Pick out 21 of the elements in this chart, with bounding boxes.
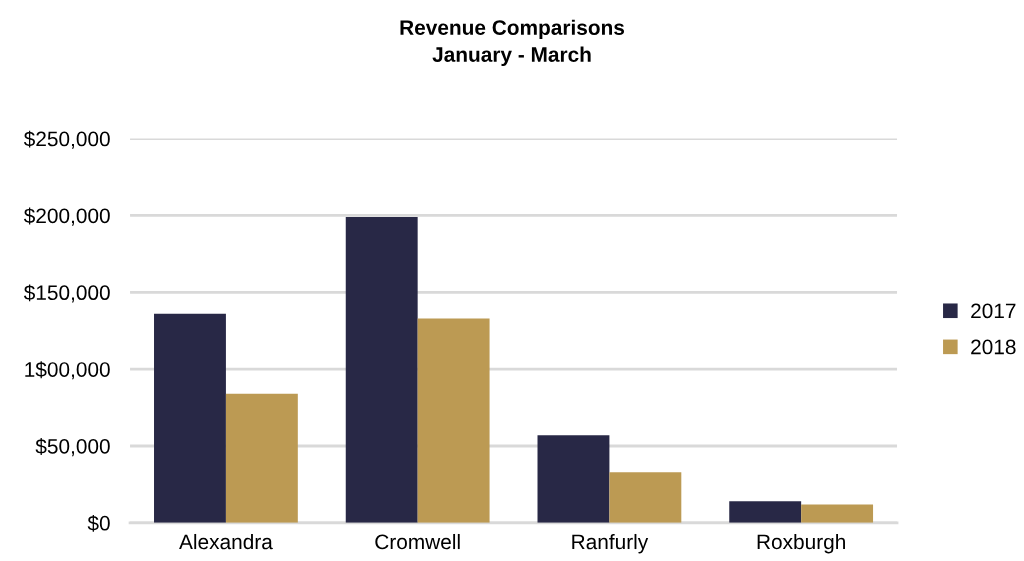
x-tick-label: Alexandra	[179, 533, 273, 550]
legend-label: 2018	[971, 339, 1016, 355]
y-tick-label: $50,000	[35, 438, 110, 457]
bar	[537, 435, 610, 523]
y-tick-label: $250,000	[23, 130, 110, 149]
bar	[801, 504, 874, 523]
x-tick-label: Ranfurly	[572, 533, 649, 554]
bar	[225, 393, 298, 523]
bar	[609, 472, 682, 523]
chart-title: Revenue Comparisons January - March	[400, 19, 625, 67]
legend-label: 2017	[971, 303, 1016, 319]
y-tick-label: 1$00,000	[25, 361, 110, 380]
bar	[154, 313, 226, 523]
x-tick-label: Cromwell	[375, 533, 460, 550]
y-tick-label: $200,000	[23, 207, 110, 226]
y-tick-label: $150,000	[23, 284, 110, 303]
bar	[345, 216, 418, 523]
y-tick-label: $0	[87, 514, 110, 532]
bar	[729, 501, 802, 523]
bar	[417, 318, 490, 523]
x-tick-label: Roxburgh	[757, 533, 845, 554]
